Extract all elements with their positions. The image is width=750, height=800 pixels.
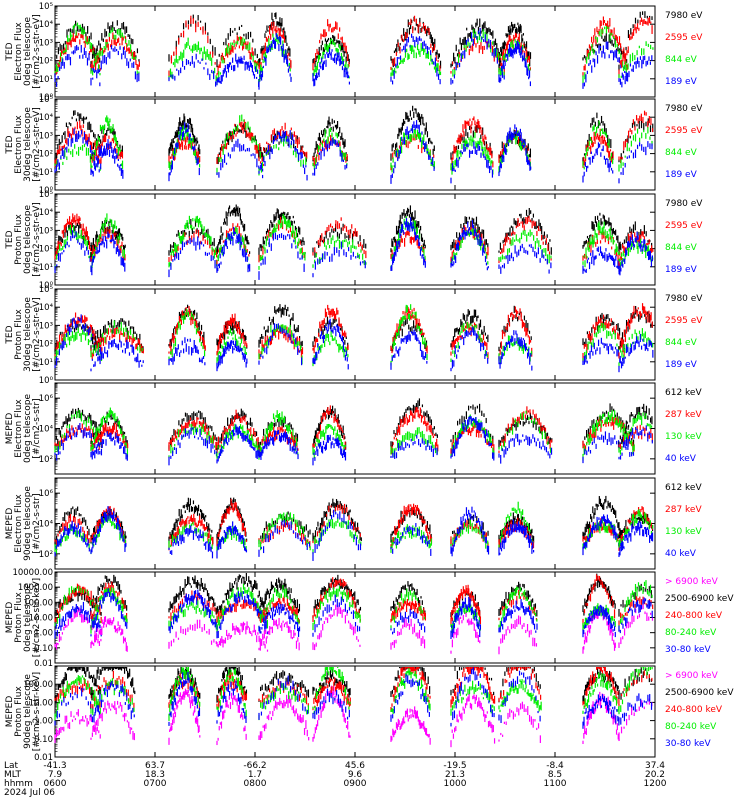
y-tick-label: 10¹	[39, 75, 53, 85]
y-tick-label: 10⁰	[39, 93, 54, 103]
ylabel-line: TED	[5, 230, 15, 249]
ylabel-line: TED	[5, 42, 15, 61]
ylabel-line: Electron Flux	[14, 22, 24, 81]
y-tick-label: 10⁰	[39, 376, 54, 386]
y-tick-label: 10⁵	[39, 95, 53, 105]
ylabel-line: 0deg telescope	[23, 17, 33, 87]
panel-3: 10⁰ 10¹ 10² 10³ 10⁴ 10⁵ TEDProton Flux0deg tel…	[5, 190, 703, 291]
panel-2-frame	[54, 98, 656, 191]
panel-4-frame	[54, 288, 656, 381]
ylabel-line: Proton Flux	[14, 309, 24, 360]
legend-entry: 189 eV	[665, 360, 698, 370]
y-tick-label: 10⁵	[39, 285, 53, 295]
legend-entry: 189 eV	[665, 265, 698, 275]
legend-entry: 844 eV	[665, 55, 698, 65]
legend-entry: 189 eV	[665, 170, 698, 180]
legend-entry: 2595 eV	[665, 316, 703, 326]
y-tick-label: 10⁰	[39, 186, 54, 196]
y-tick-label: 10²	[39, 245, 53, 255]
ylabel-line: 0deg telescope	[23, 205, 33, 275]
y-tick-label: 10³	[39, 321, 53, 331]
y-tick-label: 10¹	[39, 358, 53, 368]
ylabel-line: Electron Flux	[14, 115, 24, 174]
ylabel-line: [#/cm2-s-str-eV]	[32, 202, 42, 277]
ylabel-line: 30deg telescope	[23, 297, 33, 372]
y-tick-label: 10²	[39, 57, 53, 67]
y-tick-label: 10⁴	[39, 303, 54, 313]
y-tick-label: 10³	[39, 38, 53, 48]
legend-entry: 2595 eV	[665, 126, 703, 136]
legend-entry: 844 eV	[665, 338, 698, 348]
legend-entry: 7980 eV	[665, 11, 703, 21]
legend-entry: 844 eV	[665, 243, 698, 253]
panel-4-ylabel: TEDProton Flux30deg telescope[#/cm2-s-st…	[5, 297, 42, 372]
y-tick-label: 10⁵	[39, 2, 53, 12]
y-tick-label: 10⁵	[39, 190, 53, 200]
y-tick-label: 10⁴	[39, 208, 54, 218]
panel-3-frame	[54, 193, 656, 286]
ylabel-line: TED	[5, 135, 15, 154]
ylabel-line: 30deg telescope	[23, 107, 33, 182]
legend-entry: 189 eV	[665, 77, 698, 87]
legend-entry: 844 eV	[665, 148, 698, 158]
panel-1-frame	[54, 5, 656, 98]
legend-entry: 2595 eV	[665, 33, 703, 43]
panel-4: 10⁰ 10¹ 10² 10³ 10⁴ 10⁵ TEDProton Flux30deg te…	[5, 285, 703, 386]
y-tick-label: 10²	[39, 340, 53, 350]
panel-2-ylabel: TEDElectron Flux30deg telescope[#/cm2-s-…	[5, 107, 42, 182]
y-tick-label: 10⁰	[39, 281, 54, 291]
legend-entry: 7980 eV	[665, 294, 703, 304]
y-tick-label: 10³	[39, 226, 53, 236]
y-tick-label: 10³	[39, 131, 53, 141]
ylabel-line: TED	[5, 325, 15, 344]
ylabel-line: [#/cm2-s-str-eV]	[32, 107, 42, 182]
panel-1: 10⁰ 10¹ 10² 10³ 10⁴ 10⁵ TEDElectron Flux0deg t…	[5, 2, 703, 103]
ylabel-line: [#/cm2-s-str-eV]	[32, 297, 42, 372]
y-tick-label: 10¹	[39, 168, 53, 178]
ylabel-line: Proton Flux	[14, 214, 24, 265]
y-tick-label: 10⁴	[39, 20, 54, 30]
legend-entry: 2595 eV	[665, 221, 703, 231]
panel-2: 10⁰ 10¹ 10² 10³ 10⁴ 10⁵ TEDElectron Flux30deg …	[5, 95, 703, 196]
panel-3-ylabel: TEDProton Flux0deg telescope[#/cm2-s-str…	[5, 202, 42, 277]
y-tick-label: 10²	[39, 150, 53, 160]
legend-entry: 7980 eV	[665, 199, 703, 209]
y-tick-label: 10¹	[39, 263, 53, 273]
y-tick-label: 10⁴	[39, 113, 54, 123]
legend-entry: 7980 eV	[665, 104, 703, 114]
panel-1-ylabel: TEDElectron Flux0deg telescope[#/cm2-s-s…	[5, 14, 42, 89]
ylabel-line: [#/cm2-s-str-eV]	[32, 14, 42, 89]
